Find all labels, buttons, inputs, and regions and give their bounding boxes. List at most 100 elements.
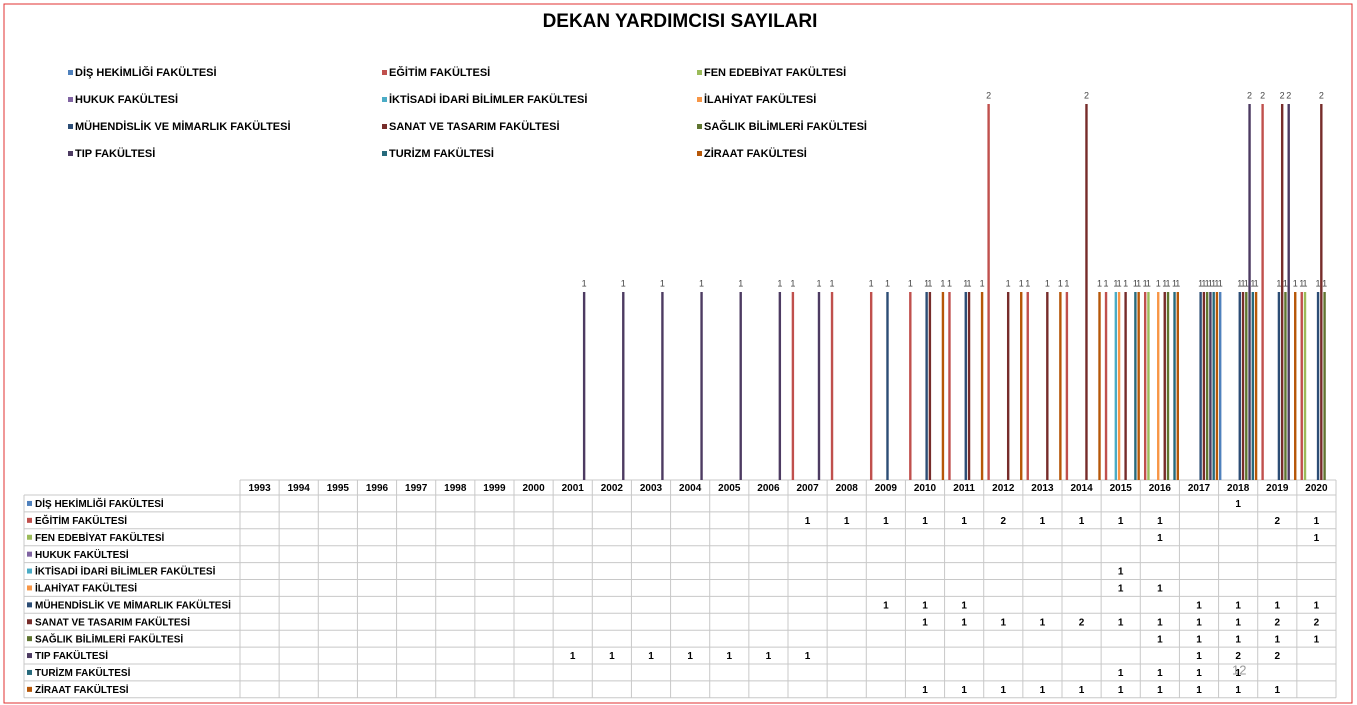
data-label: 1: [1198, 278, 1203, 288]
data-label: 1: [1006, 278, 1011, 288]
table-cell: 1: [805, 516, 811, 527]
bar: [909, 292, 912, 480]
x-tick-label: 2018: [1227, 483, 1250, 494]
bar: [1114, 292, 1118, 480]
data-label: 1: [963, 278, 968, 288]
data-label: 1: [908, 278, 913, 288]
bar: [1006, 292, 1010, 480]
table-cell: 1: [961, 617, 967, 628]
bar: [1163, 292, 1166, 480]
x-tick-label: 2012: [992, 483, 1015, 494]
row-swatch: [27, 551, 32, 557]
table-cell: 1: [1157, 516, 1163, 527]
data-label: 1: [1205, 278, 1210, 288]
table-cell: 1: [1196, 668, 1202, 679]
bar: [1254, 292, 1258, 480]
table-cell: 1: [570, 651, 576, 662]
table-cell: 1: [1235, 634, 1241, 645]
table-cell: 1: [1196, 651, 1202, 662]
data-label: 1: [1045, 278, 1050, 288]
bar: [817, 292, 821, 480]
data-label: 1: [1133, 278, 1138, 288]
bar: [1176, 292, 1179, 480]
row-label: DİŞ HEKİMLİĞİ FAKÜLTESİ: [35, 497, 164, 510]
row-swatch: [27, 568, 32, 574]
x-tick-label: 1994: [288, 483, 311, 494]
data-label: 1: [1019, 278, 1024, 288]
x-tick-label: 1996: [366, 483, 389, 494]
data-label: 1: [1025, 278, 1030, 288]
bar: [925, 292, 928, 480]
bar: [1147, 292, 1150, 480]
x-tick-label: 1993: [248, 483, 271, 494]
table-cell: 1: [1157, 668, 1163, 679]
table-cell: 1: [1040, 516, 1046, 527]
data-label: 1: [1214, 278, 1219, 288]
legend-swatch: [68, 70, 73, 75]
table-cell: 1: [1196, 617, 1202, 628]
table-cell: 1: [648, 651, 654, 662]
bar: [739, 292, 742, 480]
table-cell: 1: [1314, 516, 1320, 527]
data-label: 1: [1143, 278, 1148, 288]
table-cell: 2: [1001, 516, 1007, 527]
legend-label: SAĞLIK BİLİMLERİ FAKÜLTESİ: [704, 120, 867, 133]
x-tick-label: 2017: [1188, 483, 1211, 494]
table-cell: 2: [1275, 651, 1281, 662]
table-cell: 1: [1235, 600, 1241, 611]
bar: [1143, 292, 1147, 480]
data-label: 2: [1319, 90, 1324, 100]
bar: [1245, 292, 1248, 480]
data-label: 1: [1276, 278, 1281, 288]
table-cell: 1: [1235, 668, 1241, 679]
bar: [1059, 292, 1062, 480]
bar: [1248, 104, 1251, 480]
bar: [1046, 292, 1049, 480]
table-cell: 1: [1118, 617, 1124, 628]
bar: [1277, 292, 1281, 480]
bar: [1026, 292, 1029, 480]
data-label: 2: [1280, 90, 1285, 100]
table-cell: 1: [961, 600, 967, 611]
bar: [1294, 292, 1297, 480]
x-tick-label: 2006: [757, 483, 780, 494]
x-tick-label: 2016: [1149, 483, 1172, 494]
x-tick-label: 1999: [483, 483, 506, 494]
legend-swatch: [697, 124, 702, 129]
data-label: 1: [940, 278, 945, 288]
bar: [791, 292, 795, 480]
table-cell: 2: [1079, 617, 1085, 628]
legend-swatch: [382, 151, 387, 156]
bar: [1173, 292, 1176, 480]
x-tick-label: 2014: [1070, 483, 1093, 494]
row-swatch: [27, 602, 32, 608]
bar: [1205, 292, 1209, 480]
table-cell: 1: [609, 651, 615, 662]
table-cell: 1: [1001, 617, 1007, 628]
table-cell: 2: [1235, 651, 1241, 662]
table-cell: 1: [766, 651, 772, 662]
data-label: 1: [947, 278, 952, 288]
legend-swatch: [697, 151, 702, 156]
x-tick-label: 2007: [796, 483, 819, 494]
table-cell: 1: [1040, 685, 1046, 696]
row-swatch: [27, 534, 32, 540]
legend-label: TURİZM FAKÜLTESİ: [389, 147, 494, 160]
bar: [1320, 104, 1323, 480]
x-tick-label: 2001: [562, 483, 585, 494]
data-label: 1: [980, 278, 985, 288]
x-tick-label: 2004: [679, 483, 702, 494]
bar: [1323, 292, 1326, 480]
data-label: 1: [1303, 278, 1308, 288]
table-cell: 2: [1275, 617, 1281, 628]
legend-swatch: [697, 97, 702, 102]
data-label: 1: [738, 278, 743, 288]
bar: [1212, 292, 1215, 480]
bar: [1300, 292, 1303, 480]
bar: [1238, 292, 1241, 480]
table-cell: 1: [1118, 685, 1124, 696]
row-swatch: [27, 653, 32, 659]
bar: [967, 292, 971, 480]
x-tick-label: 2011: [953, 483, 975, 494]
